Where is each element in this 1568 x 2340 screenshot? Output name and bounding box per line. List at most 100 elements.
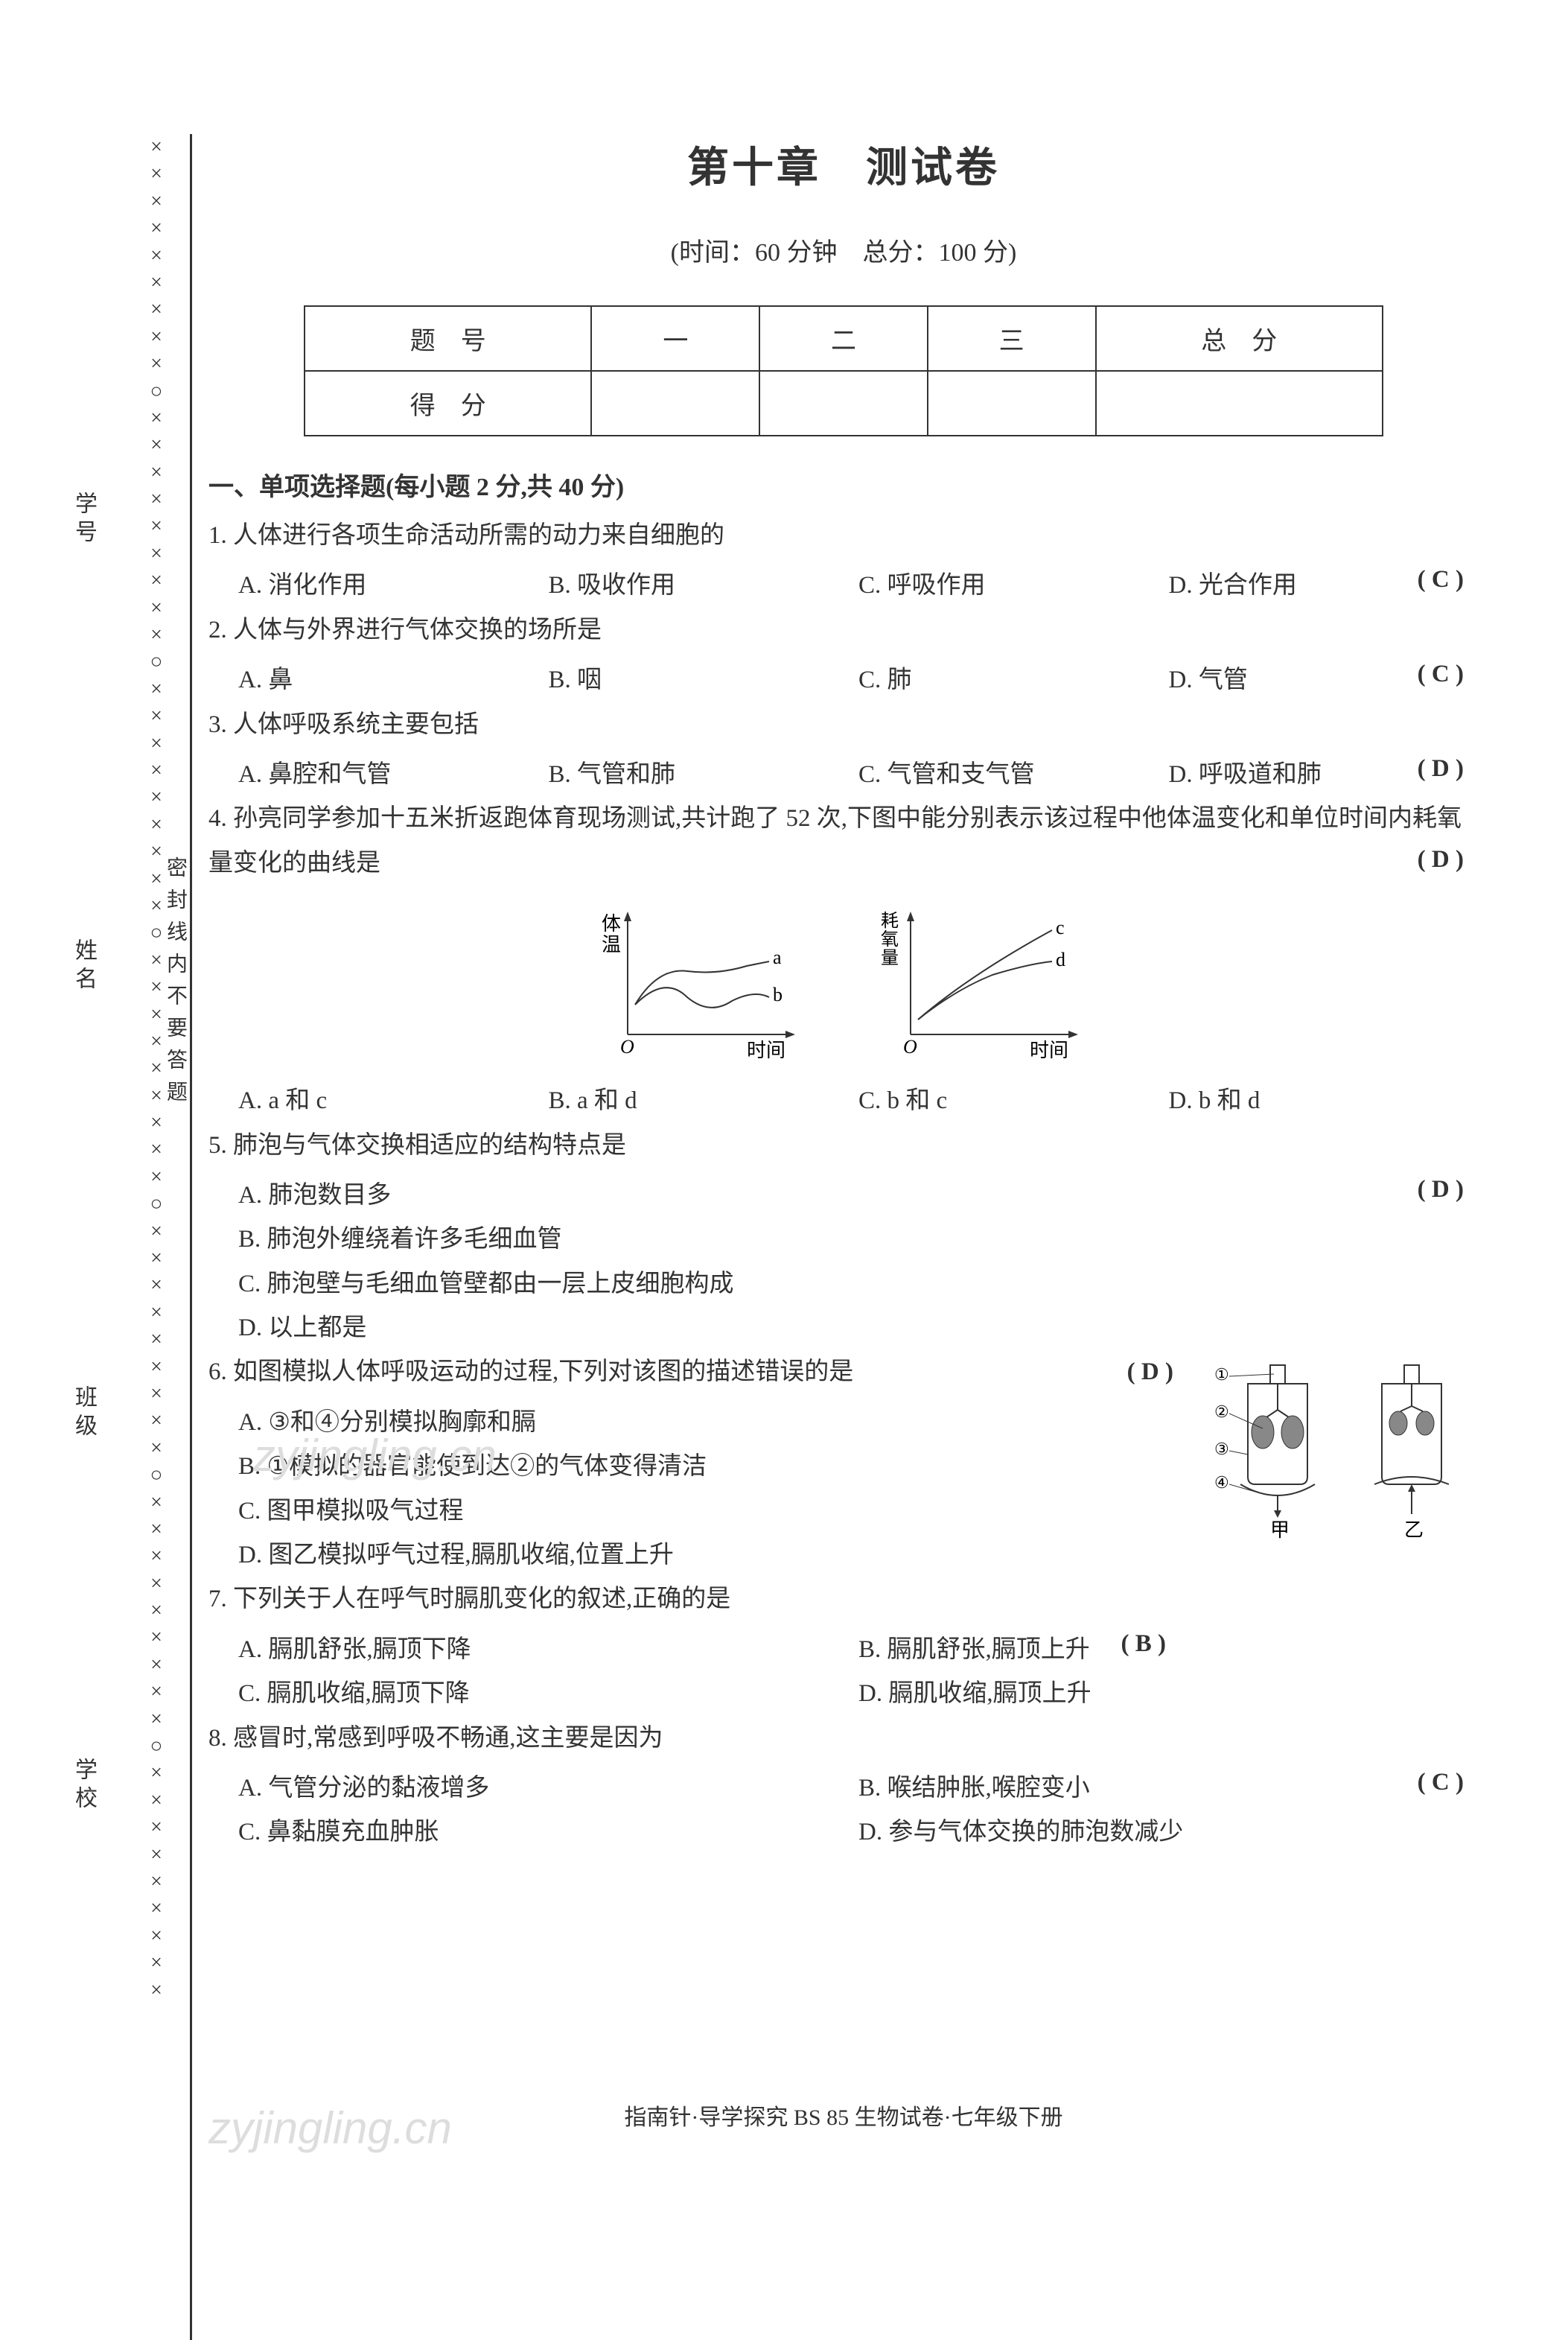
- q4-opt-a: A. a 和 c: [238, 1079, 549, 1123]
- q5-opt-c: C. 肺泡壁与毛细血管壁都由一层上皮细胞构成: [238, 1262, 1479, 1306]
- q2-opt-b: B. 咽: [549, 658, 859, 702]
- q8-options: A. 气管分泌的黏液增多 B. 喉结肿胀,喉腔变小 C. 鼻黏膜充血肿胀 D. …: [208, 1767, 1479, 1855]
- q1-options: A. 消化作用 B. 吸收作用 C. 呼吸作用 D. 光合作用: [208, 564, 1479, 608]
- section-1-header: 一、单项选择题(每小题 2 分,共 40 分): [208, 466, 1479, 503]
- q6-opt-c: C. 图甲模拟吸气过程: [238, 1489, 1196, 1533]
- q6-opt-b: B. ①模拟的器官能使到达②的气体变得清洁: [238, 1445, 1196, 1489]
- q4-opt-b: B. a 和 d: [549, 1079, 859, 1123]
- q4-options: A. a 和 c B. a 和 d C. b 和 c D. b 和 d: [208, 1079, 1479, 1123]
- q1-answer: ( C ): [1418, 558, 1464, 602]
- margin-label-class: 班级: [67, 1385, 100, 1442]
- question-7: 7. 下列关于人在呼气时膈肌变化的叙述,正确的是 ( B ): [208, 1577, 1479, 1621]
- svg-text:③: ③: [1214, 1440, 1229, 1458]
- q8-num: 8.: [208, 1725, 227, 1752]
- chart2-xlabel: 时间: [1030, 1040, 1068, 1061]
- q2-opt-a: A. 鼻: [238, 658, 549, 702]
- score-row-label: 得 分: [305, 371, 592, 436]
- q5-opt-b: B. 肺泡外缠绕着许多毛细血管: [238, 1218, 1479, 1262]
- page-subtitle: (时间：60 分钟 总分：100 分): [208, 232, 1479, 268]
- score-cell[interactable]: [1096, 371, 1383, 436]
- q8-answer: ( C ): [1418, 1761, 1464, 1805]
- q4-charts: a b 体 温 O 时间 c d 耗 氧 量 O 时间: [208, 900, 1479, 1064]
- margin-label-name: 姓名: [67, 938, 100, 995]
- q4-chart-temperature: a b 体 温 O 时间: [598, 900, 806, 1064]
- q7-opt-c: C. 膈肌收缩,膈顶下降: [238, 1672, 858, 1716]
- score-cell[interactable]: [759, 371, 928, 436]
- margin-label-school: 学校: [67, 1758, 100, 1814]
- curve-a-label: a: [773, 947, 782, 968]
- question-2: 2. 人体与外界进行气体交换的场所是 ( C ): [208, 608, 1479, 652]
- score-header-cell: 题 号: [305, 306, 592, 371]
- seal-line-text: 密封线内不要答题: [160, 856, 190, 1113]
- q5-opt-d: D. 以上都是: [238, 1306, 1479, 1350]
- diagram-caption-yi: 乙: [1404, 1519, 1424, 1541]
- score-table: 题 号 一 二 三 总 分 得 分: [304, 305, 1383, 436]
- q4-opt-c: C. b 和 c: [858, 1079, 1169, 1123]
- q8-opt-d: D. 参与气体交换的肺泡数减少: [858, 1810, 1479, 1854]
- q5-text: 肺泡与气体交换相适应的结构特点是: [233, 1132, 626, 1159]
- svg-text:④: ④: [1214, 1473, 1229, 1492]
- q3-text: 人体呼吸系统主要包括: [233, 711, 479, 738]
- diagram-caption-jia: 甲: [1270, 1519, 1290, 1541]
- question-5: 5. 肺泡与气体交换相适应的结构特点是 ( D ): [208, 1124, 1479, 1168]
- q1-num: 1.: [208, 522, 227, 549]
- curve-d-label: d: [1056, 949, 1065, 970]
- question-6-container: 6. 如图模拟人体呼吸运动的过程,下列对该图的描述错误的是 ( D ) A. ③…: [208, 1350, 1479, 1577]
- q4-num: 4.: [208, 805, 227, 832]
- q4-opt-d: D. b 和 d: [1169, 1079, 1479, 1123]
- q6-opt-a: A. ③和④分别模拟胸廓和膈: [238, 1401, 1196, 1445]
- q6-opt-d: D. 图乙模拟呼气过程,膈肌收缩,位置上升: [238, 1533, 1196, 1577]
- q6-text: 如图模拟人体呼吸运动的过程,下列对该图的描述错误的是: [233, 1358, 853, 1385]
- q2-text: 人体与外界进行气体交换的场所是: [233, 617, 602, 643]
- score-cell[interactable]: [591, 371, 759, 436]
- q1-opt-c: C. 呼吸作用: [858, 564, 1169, 608]
- q4-answer: ( D ): [1418, 838, 1464, 882]
- q4-chart-oxygen: c d 耗 氧 量 O 时间: [881, 900, 1089, 1064]
- q8-opt-c: C. 鼻黏膜充血肿胀: [238, 1810, 858, 1854]
- q1-opt-a: A. 消化作用: [238, 564, 549, 608]
- question-6: 6. 如图模拟人体呼吸运动的过程,下列对该图的描述错误的是 ( D ): [208, 1350, 1196, 1394]
- svg-text:O: O: [620, 1036, 634, 1058]
- score-header-cell: 总 分: [1096, 306, 1383, 371]
- score-header-cell: 二: [759, 306, 928, 371]
- page-title: 第十章 测试卷: [208, 134, 1479, 194]
- q2-options: A. 鼻 B. 咽 C. 肺 D. 气管: [208, 658, 1479, 702]
- footer-text: 指南针·导学探究 BS 85 生物试卷·七年级下册: [624, 2105, 1062, 2130]
- question-8: 8. 感冒时,常感到呼吸不畅通,这主要是因为 ( C ): [208, 1717, 1479, 1761]
- q2-opt-c: C. 肺: [858, 658, 1169, 702]
- question-3: 3. 人体呼吸系统主要包括 ( D ): [208, 703, 1479, 747]
- q6-bell-jar-diagram: ① ② ③ ④ 甲 乙: [1196, 1350, 1479, 1559]
- q7-opt-d: D. 膈肌收缩,膈顶上升: [858, 1672, 1479, 1716]
- curve-c-label: c: [1056, 917, 1065, 938]
- svg-text:①: ①: [1214, 1365, 1229, 1384]
- score-table-header-row: 题 号 一 二 三 总 分: [305, 306, 1383, 371]
- svg-text:O: O: [903, 1036, 917, 1058]
- q8-text: 感冒时,常感到呼吸不畅通,这主要是因为: [233, 1725, 663, 1752]
- q1-text: 人体进行各项生命活动所需的动力来自细胞的: [233, 522, 724, 549]
- q7-opt-a: A. 膈肌舒张,膈顶下降: [238, 1628, 858, 1672]
- score-table-input-row: 得 分: [305, 371, 1383, 436]
- chart1-ylabel: 体: [602, 913, 621, 935]
- q1-opt-b: B. 吸收作用: [549, 564, 859, 608]
- page-footer: 指南针·导学探究 BS 85 生物试卷·七年级下册: [208, 2099, 1479, 2131]
- chart1-xlabel: 时间: [747, 1040, 785, 1061]
- score-header-cell: 一: [591, 306, 759, 371]
- q3-opt-a: A. 鼻腔和气管: [238, 753, 549, 797]
- q7-num: 7.: [208, 1586, 227, 1612]
- q5-opt-a: A. 肺泡数目多: [238, 1174, 1479, 1218]
- q3-opt-b: B. 气管和肺: [549, 753, 859, 797]
- q4-text: 孙亮同学参加十五米折返跑体育现场测试,共计跑了 52 次,下图中能分别表示该过程…: [208, 805, 1462, 876]
- score-cell[interactable]: [928, 371, 1096, 436]
- q8-opt-a: A. 气管分泌的黏液增多: [238, 1767, 858, 1810]
- q6-options: A. ③和④分别模拟胸廓和膈 B. ①模拟的器官能使到达②的气体变得清洁 C. …: [208, 1401, 1196, 1578]
- q7-options: A. 膈肌舒张,膈顶下降 B. 膈肌舒张,膈顶上升 C. 膈肌收缩,膈顶下降 D…: [208, 1628, 1479, 1717]
- q5-options: A. 肺泡数目多 B. 肺泡外缠绕着许多毛细血管 C. 肺泡壁与毛细血管壁都由一…: [208, 1174, 1479, 1351]
- svg-text:②: ②: [1214, 1402, 1229, 1421]
- q2-num: 2.: [208, 617, 227, 643]
- q6-answer: ( D ): [1127, 1350, 1173, 1394]
- q5-num: 5.: [208, 1132, 227, 1159]
- margin-divider: [190, 134, 192, 2340]
- q6-num: 6.: [208, 1358, 227, 1385]
- question-4: 4. 孙亮同学参加十五米折返跑体育现场测试,共计跑了 52 次,下图中能分别表示…: [208, 797, 1479, 886]
- svg-text:量: 量: [881, 949, 899, 968]
